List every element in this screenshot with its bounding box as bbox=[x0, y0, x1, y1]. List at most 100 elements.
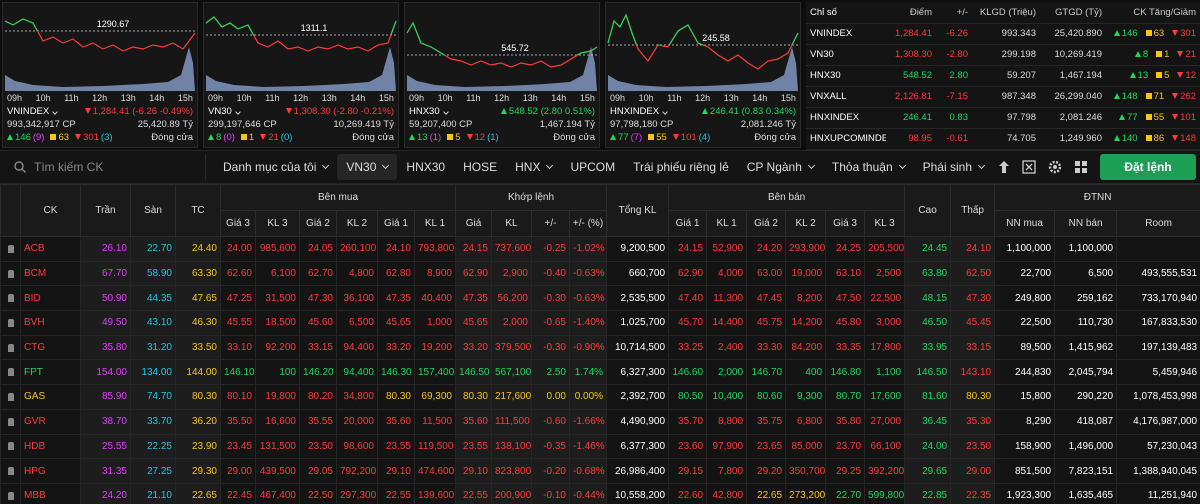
time-axis: 09h 10h 11h 12h 13h 14h 15h bbox=[204, 93, 398, 105]
toolbar-icons bbox=[998, 160, 1100, 174]
column-header: NN mua bbox=[994, 210, 1056, 237]
pin-icon[interactable] bbox=[7, 244, 14, 253]
unchanged-count: 63 bbox=[1146, 28, 1165, 39]
index-line: 97,798,180 CP 2,081.246 Tỷ bbox=[606, 118, 800, 131]
tab[interactable]: Phái sinh bbox=[914, 154, 993, 180]
bid-volume: 94,400 bbox=[336, 359, 378, 386]
header-row: CK Trần Sàn TC Bên mua Khớp lệnh Tổng KL Bên bá… bbox=[0, 184, 1200, 237]
pin-icon[interactable] bbox=[7, 392, 14, 401]
tab[interactable]: UPCOM bbox=[561, 154, 624, 180]
pin-cell bbox=[0, 236, 21, 262]
bid-price: 80.20 bbox=[299, 384, 337, 410]
bid-volume: 11,500 bbox=[414, 408, 456, 435]
match-volume: 111,500 bbox=[491, 408, 532, 435]
tab[interactable]: CP Ngành bbox=[738, 154, 823, 180]
index-name: VN30 bbox=[208, 106, 241, 117]
reference: 33.50 bbox=[175, 334, 221, 361]
reference: 46.30 bbox=[175, 310, 221, 336]
bid-price: 146.20 bbox=[299, 359, 337, 386]
bid-price: 33.15 bbox=[299, 334, 337, 361]
pin-icon[interactable] bbox=[7, 442, 14, 451]
breadth: 77 (7) 55 101 (4) bbox=[610, 132, 710, 143]
toolbar: Tìm kiếm CK Danh mục của tôi VN30 HNX30 HOS… bbox=[0, 150, 1200, 184]
pin-icon[interactable] bbox=[7, 417, 14, 426]
bid-volume: 40,400 bbox=[414, 285, 456, 312]
pin-icon[interactable] bbox=[7, 491, 14, 500]
stock-row: GVR 38.70 33.70 36.20 35.50 16,600 35.55 20,000… bbox=[0, 408, 1200, 435]
match-change-pct: 0.00% bbox=[568, 384, 608, 410]
excel-icon[interactable] bbox=[1022, 160, 1036, 174]
ask-volume: 1,100 bbox=[864, 359, 906, 386]
tab-label: Thỏa thuận bbox=[831, 160, 893, 174]
ask-price: 80.70 bbox=[825, 384, 866, 410]
index-header: KLGD (Triệu) bbox=[972, 2, 1040, 24]
match-price: 45.65 bbox=[455, 310, 492, 336]
index-volume: 59.207 bbox=[972, 65, 1040, 87]
total-volume: 1,025,700 bbox=[606, 310, 670, 336]
floor-count: (4) bbox=[698, 132, 711, 143]
total-volume: 660,700 bbox=[606, 260, 670, 287]
column-header: +/- (%) bbox=[568, 210, 608, 237]
pin-icon[interactable] bbox=[7, 318, 14, 327]
settings-icon[interactable] bbox=[1048, 160, 1062, 174]
tab[interactable]: Thỏa thuận bbox=[823, 154, 914, 180]
bid-volume: 439,500 bbox=[255, 458, 300, 484]
high: 36.45 bbox=[904, 408, 952, 435]
tab[interactable]: HNX bbox=[506, 154, 561, 180]
ask-volume: 6,800 bbox=[785, 408, 827, 435]
tab[interactable]: HOSE bbox=[454, 154, 506, 180]
time-label: 09h bbox=[208, 93, 224, 103]
foreign: 249,800 bbox=[994, 285, 1056, 312]
floor: 58.90 bbox=[130, 260, 176, 287]
search-box[interactable]: Tìm kiếm CK bbox=[6, 154, 206, 180]
bid-volume: 36,100 bbox=[336, 285, 378, 312]
upload-icon[interactable] bbox=[998, 160, 1010, 174]
pin-icon[interactable] bbox=[7, 467, 14, 476]
column-header: Bên mua bbox=[220, 184, 456, 211]
foreign: 89,500 bbox=[994, 334, 1056, 361]
index-name: HNXINDEX bbox=[610, 106, 668, 117]
index-change: 0.83 bbox=[936, 107, 972, 129]
ask-volume: 19,000 bbox=[785, 260, 827, 287]
foreign: 1,100,000 bbox=[994, 236, 1056, 262]
tab[interactable]: HNX30 bbox=[397, 154, 454, 180]
bid-volume: 19,200 bbox=[414, 334, 456, 361]
ask-volume: 11,300 bbox=[706, 285, 748, 312]
ask-volume: 205,500 bbox=[864, 236, 906, 262]
reference-label: 1290.67 bbox=[97, 19, 130, 29]
high: 46.50 bbox=[904, 310, 952, 336]
time-label: 11h bbox=[64, 93, 79, 103]
match-change-pct: -0.90% bbox=[568, 334, 608, 361]
ask-price: 35.80 bbox=[825, 408, 866, 435]
symbol: CTG bbox=[20, 334, 81, 361]
tab[interactable]: Danh mục của tôi bbox=[214, 154, 337, 180]
ask-volume: 293,900 bbox=[785, 236, 827, 262]
high: 24.00 bbox=[904, 433, 952, 460]
unchanged-count: 55 bbox=[1146, 112, 1165, 123]
ask-price: 24.25 bbox=[825, 236, 866, 262]
pin-icon[interactable] bbox=[7, 294, 14, 303]
total-volume: 2,535,500 bbox=[606, 285, 670, 312]
bid-volume: 92,200 bbox=[255, 334, 300, 361]
pin-icon[interactable] bbox=[7, 343, 14, 352]
ask-volume: 8,200 bbox=[785, 285, 827, 312]
pin-icon[interactable] bbox=[7, 269, 14, 278]
layout-icon[interactable] bbox=[1074, 160, 1088, 174]
time-label: 14h bbox=[752, 93, 768, 103]
unchanged-count: 63 bbox=[50, 132, 69, 143]
breadth: 13 (1) 5 12 (1) bbox=[409, 132, 499, 143]
floor: 22.70 bbox=[130, 236, 176, 262]
ceiling: 85.90 bbox=[80, 384, 131, 410]
order-button[interactable]: Đặt lệnh bbox=[1100, 154, 1196, 180]
time-label: 13h bbox=[723, 93, 739, 103]
foreign: 1,100,000 bbox=[1054, 236, 1118, 262]
tab[interactable]: VN30 bbox=[337, 154, 398, 180]
ask-volume: 85,000 bbox=[785, 433, 827, 460]
ceiling: 31.35 bbox=[80, 458, 131, 484]
pin-icon[interactable] bbox=[7, 368, 14, 377]
index-change: -2.80 bbox=[936, 44, 972, 66]
tab[interactable]: Trái phiếu riêng lẻ bbox=[624, 154, 738, 180]
ceiling: 38.70 bbox=[80, 408, 131, 435]
stock-row: CTG 35.80 31.20 33.50 33.10 92,200 33.15 94,400… bbox=[0, 334, 1200, 361]
